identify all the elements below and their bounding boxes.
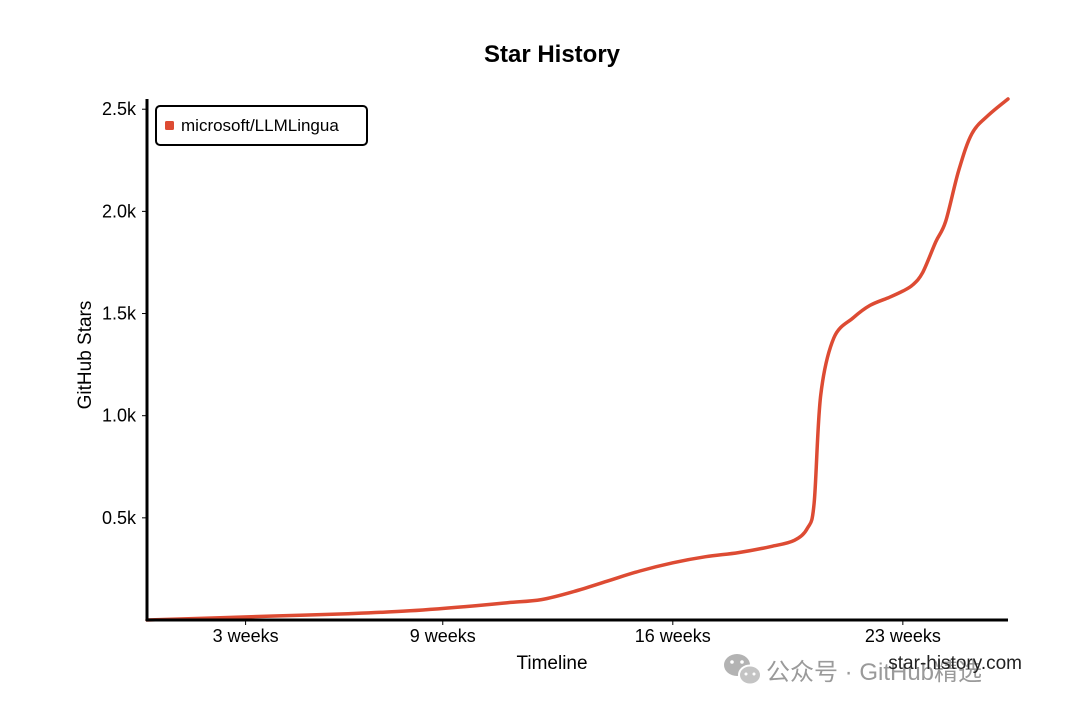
plot-area [145,97,1010,622]
x-axis-label: Timeline [516,653,587,674]
x-tick-label: 16 weeks [635,626,711,646]
legend: microsoft/LLMLingua [155,105,368,146]
watermark-site: star-history.com [888,653,1022,674]
watermark: 公众号 · GitHub精选 star-history.com [724,653,1022,686]
y-tick-label: 1.5k [102,304,137,324]
x-tick-label: 3 weeks [213,626,279,646]
legend-box [155,105,368,146]
legend-swatch [165,121,174,130]
legend-label: microsoft/LLMLingua [181,116,339,135]
watermark-account: 公众号 · GitHub精选 [766,659,982,686]
x-tick-label: 9 weeks [410,626,476,646]
x-tick-label: 23 weeks [865,626,941,646]
y-tick-label: 0.5k [102,508,137,528]
y-tick-label: 2.5k [102,99,137,119]
chart-title: Star History [484,41,621,68]
y-tick-label: 2.0k [102,201,137,221]
wechat-logo-icon [724,654,762,686]
y-ticks: 0.5k 1.0k 1.5k 2.0k 2.5k [102,99,147,528]
y-tick-label: 1.0k [102,406,137,426]
x-ticks: 3 weeks 9 weeks 16 weeks 23 weeks [213,620,941,646]
y-axis-label: GitHub Stars [75,301,96,410]
series-line-microsoft-llmlingua [145,97,1010,622]
